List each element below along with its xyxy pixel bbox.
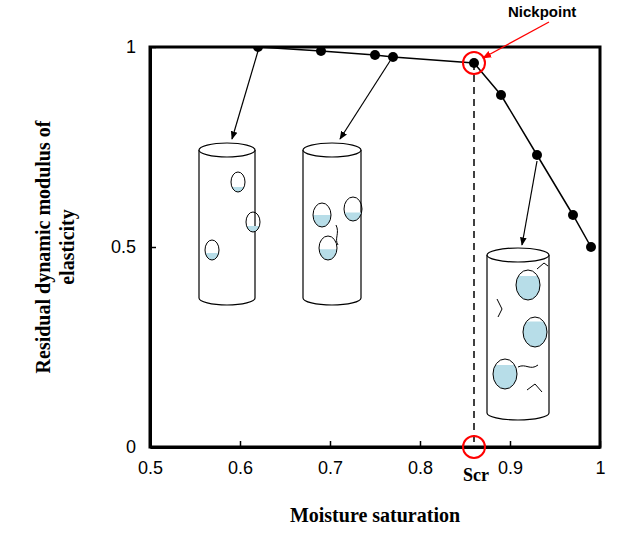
pore xyxy=(516,270,540,300)
pore xyxy=(205,240,219,260)
pore xyxy=(344,197,362,221)
pore-water xyxy=(319,249,337,260)
pore xyxy=(231,172,245,192)
pore xyxy=(246,212,260,232)
annotation-label: Scr xyxy=(463,465,489,485)
x-axis-title: Moisture saturation xyxy=(290,504,460,526)
cylinder-body xyxy=(487,255,549,420)
crack xyxy=(518,365,538,367)
pointer-arrow xyxy=(232,51,258,139)
crack xyxy=(537,263,548,269)
plot-frame xyxy=(150,47,600,447)
tick-label: 0.8 xyxy=(408,458,433,478)
pore-water xyxy=(493,365,517,389)
cylinder-top xyxy=(303,143,361,157)
pore-water xyxy=(523,322,547,348)
illustrations xyxy=(199,51,549,420)
pore-water xyxy=(246,226,260,232)
point xyxy=(586,242,596,252)
crack xyxy=(527,384,542,392)
crack xyxy=(336,225,338,245)
highlight-circle xyxy=(463,52,485,74)
point xyxy=(388,52,398,62)
pointer-arrow xyxy=(522,161,537,245)
cylinder-body xyxy=(303,150,361,305)
pore-water xyxy=(344,213,362,221)
point xyxy=(253,47,263,52)
tick-label: 0.5 xyxy=(111,237,136,257)
point xyxy=(370,50,380,60)
tick-label: 1 xyxy=(126,37,136,57)
tick-label: 0.6 xyxy=(228,458,253,478)
pore xyxy=(493,359,517,389)
point xyxy=(532,150,542,160)
pore xyxy=(523,317,547,347)
highlight-circle xyxy=(463,436,485,458)
annotation-label: Nickpoint xyxy=(508,3,576,20)
point xyxy=(316,47,326,56)
cylinder-top xyxy=(487,248,549,262)
tick-label: 0 xyxy=(126,437,136,457)
marks xyxy=(253,47,596,447)
y-axis-title: Residual dynamic modulus ofelasticity xyxy=(32,120,79,373)
cylinder-top xyxy=(199,143,255,157)
crack xyxy=(497,299,502,317)
pore-water xyxy=(516,276,540,300)
tick-label: 0.5 xyxy=(138,458,163,478)
plot: 0.50.60.70.80.9100.51NickpointScr xyxy=(111,3,606,485)
pore-water xyxy=(313,215,331,227)
pore xyxy=(313,203,331,227)
tick-label: 0.9 xyxy=(498,458,523,478)
pore-water xyxy=(231,187,245,192)
point xyxy=(568,210,578,220)
annotation-arrow xyxy=(483,22,549,58)
chart: 0.50.60.70.80.9100.51NickpointScrMoistur… xyxy=(0,0,638,550)
specimen-cylinder xyxy=(487,248,549,420)
point xyxy=(496,90,506,100)
tick-label: 1 xyxy=(595,458,605,478)
pointer-arrow xyxy=(340,61,390,139)
specimen-cylinder xyxy=(199,143,260,305)
pore xyxy=(319,236,337,260)
line xyxy=(258,47,591,247)
tick-label: 0.7 xyxy=(318,458,343,478)
annotations: Nickpoint Scr xyxy=(463,3,576,485)
scr-line xyxy=(473,63,475,447)
pore-water xyxy=(205,253,219,260)
point xyxy=(469,58,479,68)
specimen-cylinder xyxy=(303,143,362,305)
